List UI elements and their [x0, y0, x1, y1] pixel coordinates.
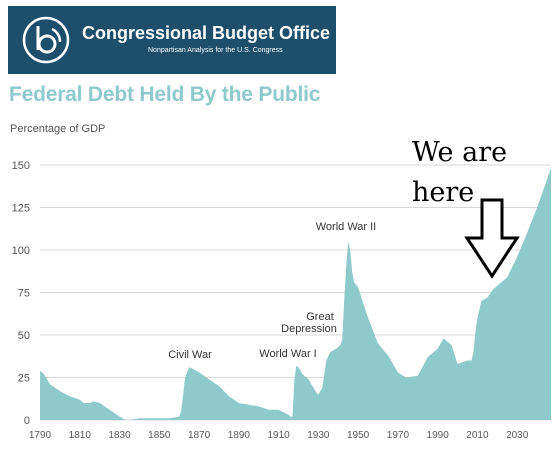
x-tick-label: 1790: [29, 430, 52, 441]
y-tick-label: 50: [18, 330, 30, 342]
tick-labels: 0 25 50 75 100 125 150 1790 1810 1830 1850 1870 1890…: [12, 160, 529, 441]
x-tick-label: 1950: [347, 430, 370, 441]
x-tick-label: 2010: [466, 430, 489, 441]
x-tick-label: 2030: [506, 430, 529, 441]
we-are-here-annotation: We are here: [412, 133, 532, 213]
org-tagline: Nonpartisan Analysis for the U.S. Congre…: [148, 47, 283, 54]
x-tick-label: 1810: [69, 430, 92, 441]
x-tick-label: 1870: [188, 430, 211, 441]
y-tick-label: 150: [12, 160, 30, 172]
cbo-header-banner: Congressional Budget Office Nonpartisan …: [8, 6, 336, 74]
x-tick-label: 1850: [148, 430, 171, 441]
debt-area-series: [40, 168, 551, 420]
annotation-line: We are: [412, 137, 508, 168]
down-arrow-icon: [464, 198, 520, 279]
y-tick-label: 75: [18, 288, 30, 300]
y-axis-label: Percentage of GDP: [10, 123, 106, 135]
x-tick-label: 1970: [387, 430, 410, 441]
chart-title: Federal Debt Held By the Public: [9, 83, 321, 106]
y-tick-label: 0: [24, 415, 30, 427]
x-tick-label: 1830: [108, 430, 131, 441]
event-label: Depression: [281, 323, 337, 335]
y-tick-label: 100: [12, 245, 30, 257]
event-label: Civil War: [168, 349, 212, 361]
annotation-line: here: [412, 177, 475, 208]
x-tick-label: 1890: [228, 430, 251, 441]
event-label: World War I: [259, 348, 316, 360]
y-tick-label: 125: [12, 203, 30, 215]
x-tick-label: 1990: [427, 430, 450, 441]
debt-area: [40, 168, 551, 420]
cbo-logo-icon: [22, 16, 70, 64]
event-label: World War II: [316, 221, 377, 233]
y-tick-label: 25: [18, 373, 30, 385]
org-name: Congressional Budget Office: [82, 23, 331, 43]
down-arrow-icon: [464, 198, 520, 279]
event-label: Great: [306, 311, 334, 323]
x-tick-label: 1910: [267, 430, 290, 441]
x-tick-label: 1930: [307, 430, 330, 441]
